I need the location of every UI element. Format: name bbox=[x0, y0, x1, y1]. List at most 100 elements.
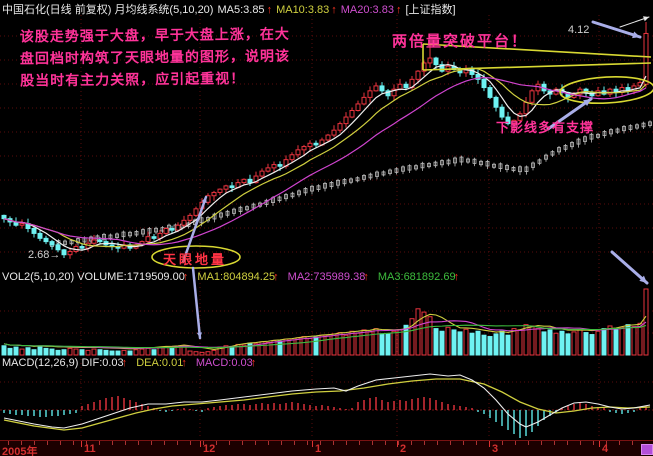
up-arrow-icon: ↑ bbox=[121, 357, 128, 369]
timeline-minor-tick bbox=[21, 441, 22, 445]
timeline-minor-tick bbox=[541, 441, 542, 445]
timeline-minor-tick bbox=[411, 441, 412, 445]
analysis-note: 该股走势强于大盘，早于大盘上涨，在大 盘回档时构筑了天眼地量的图形，说明该 股当… bbox=[20, 23, 291, 92]
right-arrow-icon: → bbox=[49, 249, 61, 261]
timeline-minor-tick bbox=[177, 441, 178, 445]
analysis-note-line: 该股走势强于大盘，早于大盘上涨，在大 bbox=[19, 25, 290, 45]
price-low-value: 2.68 bbox=[28, 249, 50, 261]
ma10-line bbox=[3, 67, 647, 248]
timeline-minor-tick bbox=[281, 441, 282, 445]
timeline-minor-tick bbox=[476, 441, 477, 445]
analysis-note-line: 盘回档时构筑了天眼地量的图形，说明该 bbox=[19, 47, 291, 67]
volume-ma-lines bbox=[3, 313, 647, 350]
timeline-month-tick bbox=[397, 441, 398, 447]
timeline-minor-tick bbox=[450, 441, 451, 445]
timeline-minor-tick bbox=[34, 441, 35, 445]
vol-ma2-value: MA2:735989.38 bbox=[287, 271, 366, 283]
timeline-minor-tick bbox=[268, 441, 269, 445]
up-arrow-icon: ↑ bbox=[363, 271, 369, 283]
timeline-minor-tick bbox=[99, 441, 100, 445]
annotation-ellipse bbox=[151, 245, 241, 269]
timeline-month-tick bbox=[81, 441, 82, 447]
timeline-minor-tick bbox=[73, 441, 74, 445]
ma5-value: MA5:3.85 bbox=[217, 4, 265, 16]
arrow-head bbox=[639, 275, 647, 283]
timeline-minor-tick bbox=[307, 441, 308, 445]
macd-histogram bbox=[3, 396, 647, 438]
stock-title: 中国石化(日线 前复权) 月均线系统(5,10,20) bbox=[2, 4, 214, 16]
ma20-value: MA20:3.83 bbox=[340, 4, 394, 16]
timeline-minor-tick bbox=[372, 441, 373, 445]
timeline-minor-tick bbox=[528, 441, 529, 445]
timeline-minor-tick bbox=[229, 441, 230, 445]
timeline-scrollbar[interactable]: 2005年 11 12 1 2 3 4 bbox=[0, 440, 653, 456]
ma-lines bbox=[3, 64, 647, 251]
timeline-minor-tick bbox=[515, 441, 516, 445]
arrow-head bbox=[632, 31, 640, 39]
ma20-line bbox=[3, 76, 647, 246]
up-arrow-icon: ↑ bbox=[273, 271, 279, 283]
timeline-minor-tick bbox=[346, 441, 347, 445]
timeline-month-label: 4 bbox=[602, 443, 609, 455]
timeline-minor-tick bbox=[190, 441, 191, 445]
timeline-minor-tick bbox=[385, 441, 386, 445]
timeline-scrollbar-thumb[interactable] bbox=[641, 444, 653, 455]
arrow-head bbox=[583, 99, 591, 106]
timeline-month-label: 3 bbox=[492, 443, 499, 455]
annotation-arrows bbox=[181, 16, 650, 340]
timeline-month-tick bbox=[489, 441, 490, 447]
up-arrow-icon: ↑ bbox=[331, 4, 337, 16]
timeline-minor-tick bbox=[619, 441, 620, 445]
vol-ma3-value: MA3:681892.69 bbox=[377, 271, 456, 283]
timeline-month-label: 11 bbox=[84, 443, 96, 455]
volume-bars bbox=[1, 288, 649, 356]
timeline-minor-tick bbox=[47, 441, 48, 445]
timeline-minor-tick bbox=[216, 441, 217, 445]
vol-indicator-label: VOL2(5,10,20) bbox=[2, 271, 75, 283]
timeline-minor-tick bbox=[424, 441, 425, 445]
timeline-minor-tick bbox=[151, 441, 152, 445]
price-high-label: 4.12 bbox=[568, 24, 590, 36]
up-arrow-icon: ↑ bbox=[266, 4, 273, 16]
tianyan-ellipse-label: 天眼地量 bbox=[163, 252, 228, 267]
timeline-minor-tick bbox=[242, 441, 243, 445]
up-arrow-icon: ↑ bbox=[453, 271, 460, 283]
timeline-minor-tick bbox=[580, 441, 581, 445]
ma10-value: MA10:3.83 bbox=[276, 4, 330, 16]
macd-indicator-label: MACD(12,26,9) bbox=[2, 357, 79, 369]
annotation-ellipse bbox=[559, 75, 653, 105]
timeline-minor-tick bbox=[294, 441, 295, 445]
timeline-minor-tick bbox=[112, 441, 113, 445]
timeline-minor-tick bbox=[60, 441, 61, 445]
timeline-minor-tick bbox=[632, 441, 633, 445]
timeline-minor-tick bbox=[567, 441, 568, 445]
timeline-minor-tick bbox=[437, 441, 438, 445]
timeline-minor-tick bbox=[333, 441, 334, 445]
shadow-support-note: 下影线多有支撑 bbox=[496, 120, 595, 135]
timeline-minor-tick bbox=[86, 441, 87, 445]
trendline-annotations bbox=[151, 43, 653, 269]
price-low-label: 2.68→ bbox=[28, 249, 60, 261]
arrow-head bbox=[196, 332, 203, 338]
timeline-minor-tick bbox=[463, 441, 464, 445]
dea-value: DEA:0.01 bbox=[136, 357, 184, 369]
dif-value: DIF:0.03 bbox=[81, 357, 124, 369]
timeline-month-label: 1 bbox=[315, 443, 322, 455]
up-arrow-icon: ↑ bbox=[181, 357, 187, 369]
volume-header: VOL2(5,10,20) VOLUME:1719509.00↑ MA1:804… bbox=[2, 271, 465, 283]
timeline-minor-tick bbox=[8, 441, 9, 445]
timeline-month-label: 2 bbox=[400, 443, 407, 455]
macd-header: MACD(12,26,9) DIF:0.03↑ DEA:0.01↑ MACD:0… bbox=[2, 357, 262, 369]
index-name: [上证指数] bbox=[405, 4, 456, 16]
arrow-head bbox=[201, 197, 207, 203]
timeline-month-tick bbox=[599, 441, 600, 447]
vol-ma1-value: MA1:804894.25 bbox=[197, 271, 276, 283]
timeline-month-tick bbox=[312, 441, 313, 447]
timeline-minor-tick bbox=[125, 441, 126, 445]
macd-value: MACD:0.03 bbox=[195, 357, 253, 369]
year-label: 2005年 bbox=[2, 446, 38, 456]
timeline-minor-tick bbox=[502, 441, 503, 445]
timeline-minor-tick bbox=[164, 441, 165, 445]
